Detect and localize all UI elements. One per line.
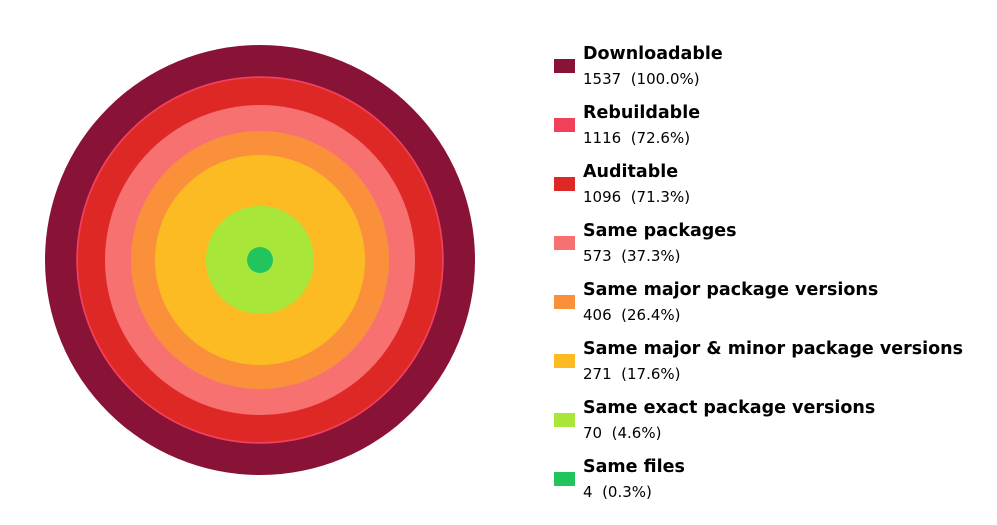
legend-stat: 70 (4.6%) (583, 424, 662, 442)
legend-label: Same exact package versions (583, 398, 876, 418)
legend-swatch (554, 354, 575, 368)
chart-area (45, 45, 475, 475)
legend-item-same-files: Same files 4 (0.3%) (554, 457, 994, 516)
legend-swatch (554, 472, 575, 486)
legend-item-same-major-package-versions: Same major package versions 406 (26.4%) (554, 280, 994, 339)
legend-stat: 1537 (100.0%) (583, 70, 700, 88)
legend-stat: 406 (26.4%) (583, 306, 681, 324)
legend-label: Same files (583, 457, 685, 477)
legend-item-same-major-minor-package-versions: Same major & minor package versions 271 (… (554, 339, 994, 398)
legend-label: Same major package versions (583, 280, 879, 300)
legend-label: Same major & minor package versions (583, 339, 964, 359)
legend-stat: 1096 (71.3%) (583, 188, 691, 206)
legend-swatch (554, 118, 575, 132)
legend-stat: 573 (37.3%) (583, 247, 681, 265)
legend-swatch (554, 177, 575, 191)
circle-same-files (247, 247, 273, 273)
legend-stat: 271 (17.6%) (583, 365, 681, 383)
legend-item-same-packages: Same packages 573 (37.3%) (554, 221, 994, 280)
legend-item-rebuildable: Rebuildable 1116 (72.6%) (554, 103, 994, 162)
legend-item-same-exact-package-versions: Same exact package versions 70 (4.6%) (554, 398, 994, 457)
legend-swatch (554, 413, 575, 427)
legend-label: Auditable (583, 162, 679, 182)
legend-item-auditable: Auditable 1096 (71.3%) (554, 162, 994, 221)
legend-swatch (554, 59, 575, 73)
legend-label: Same packages (583, 221, 737, 241)
legend-stat: 4 (0.3%) (583, 483, 652, 501)
legend-item-downloadable: Downloadable 1537 (100.0%) (554, 44, 994, 103)
nested-circles-chart (45, 45, 475, 475)
legend: Downloadable 1537 (100.0%) Rebuildable 1116… (554, 44, 994, 516)
legend-label: Downloadable (583, 44, 723, 64)
legend-swatch (554, 236, 575, 250)
legend-stat: 1116 (72.6%) (583, 129, 691, 147)
legend-swatch (554, 295, 575, 309)
legend-label: Rebuildable (583, 103, 701, 123)
